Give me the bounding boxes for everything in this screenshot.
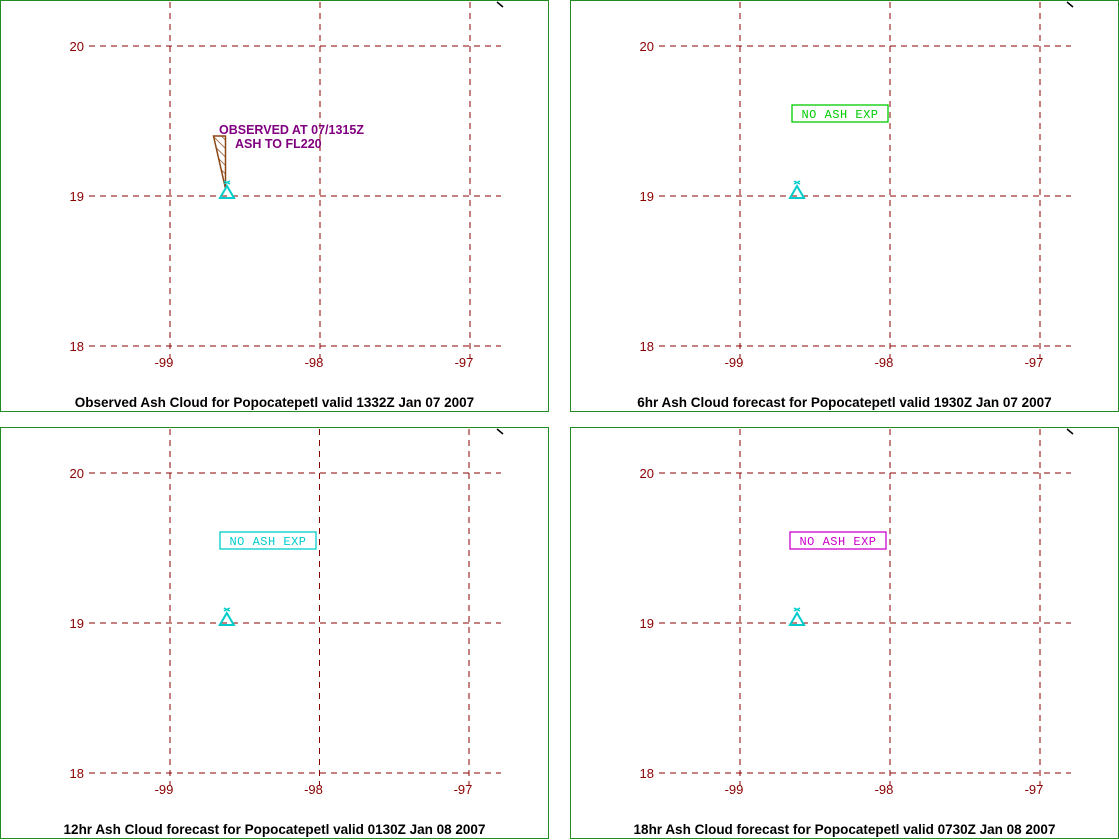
lon-tick-label: -99 <box>155 355 174 370</box>
no-ash-status-box: NO ASH EXP <box>791 104 889 123</box>
panel-observed: 20 19 18 -99 -98 -97 OBSERVED AT 07/1315Z ASH T… <box>0 0 549 412</box>
no-ash-status-box: NO ASH EXP <box>789 531 887 550</box>
no-ash-status-label: NO ASH EXP <box>799 535 876 549</box>
observed-time-label: OBSERVED AT 07/1315Z <box>219 123 364 137</box>
lon-tick-label: -97 <box>454 782 473 797</box>
lon-tick-label: -97 <box>1025 355 1044 370</box>
caption-forecast-6hr: 6hr Ash Cloud forecast for Popocatepetl … <box>637 395 1052 410</box>
lat-tick-label: 20 <box>640 466 654 481</box>
lat-tick-label: 18 <box>640 766 654 781</box>
no-ash-status-label: NO ASH EXP <box>801 108 878 122</box>
lon-tick-label: -97 <box>455 355 474 370</box>
lat-tick-label: 19 <box>70 616 84 631</box>
lat-tick-label: 20 <box>70 39 84 54</box>
volcano-triangle-icon <box>788 607 806 626</box>
ash-cloud-area <box>212 135 227 189</box>
caption-observed: Observed Ash Cloud for Popocatepetl vali… <box>74 395 475 410</box>
map-forecast-12hr: 20 19 18 -99 -98 -97 NO ASH EXP <box>70 428 504 797</box>
lon-tick-label: -98 <box>305 355 324 370</box>
lat-tick-label: 18 <box>640 339 654 354</box>
volcano-triangle-icon <box>788 180 806 199</box>
corner-mark <box>1066 1 1074 8</box>
lon-tick-label: -97 <box>1025 782 1044 797</box>
corner-mark <box>496 428 504 435</box>
lon-tick-label: -98 <box>875 355 894 370</box>
corner-mark <box>496 1 504 8</box>
lon-tick-label: -98 <box>304 782 323 797</box>
lat-tick-label: 20 <box>70 466 84 481</box>
lat-tick-label: 20 <box>640 39 654 54</box>
panel-forecast-6hr: 20 19 18 -99 -98 -97 NO ASH EXP 6hr Ash Cloud … <box>570 0 1119 412</box>
lat-tick-label: 19 <box>70 189 84 204</box>
lon-tick-label: -99 <box>725 782 744 797</box>
caption-forecast-12hr: 12hr Ash Cloud forecast for Popocatepetl… <box>63 822 486 837</box>
volcano-triangle-icon <box>218 180 236 199</box>
no-ash-status-label: NO ASH EXP <box>229 535 306 549</box>
lon-tick-label: -98 <box>875 782 894 797</box>
lat-tick-label: 19 <box>640 189 654 204</box>
corner-mark <box>1066 428 1074 435</box>
panel-forecast-18hr: 20 19 18 -99 -98 -97 NO ASH EXP 18hr Ash Cloud… <box>570 427 1119 839</box>
lon-tick-label: -99 <box>725 355 744 370</box>
caption-forecast-18hr: 18hr Ash Cloud forecast for Popocatepetl… <box>633 822 1056 837</box>
lat-tick-label: 19 <box>640 616 654 631</box>
ash-level-label: ASH TO FL220 <box>235 137 322 151</box>
lat-tick-label: 18 <box>70 339 84 354</box>
volcano-triangle-icon <box>218 607 236 626</box>
lon-tick-label: -99 <box>155 782 174 797</box>
map-forecast-6hr: 20 19 18 -99 -98 -97 NO ASH EXP <box>640 1 1074 370</box>
no-ash-status-box: NO ASH EXP <box>219 531 317 550</box>
map-forecast-18hr: 20 19 18 -99 -98 -97 NO ASH EXP <box>640 428 1074 797</box>
panel-forecast-12hr: 20 19 18 -99 -98 -97 NO ASH EXP 12hr Ash Cloud… <box>0 427 549 839</box>
lat-tick-label: 18 <box>70 766 84 781</box>
